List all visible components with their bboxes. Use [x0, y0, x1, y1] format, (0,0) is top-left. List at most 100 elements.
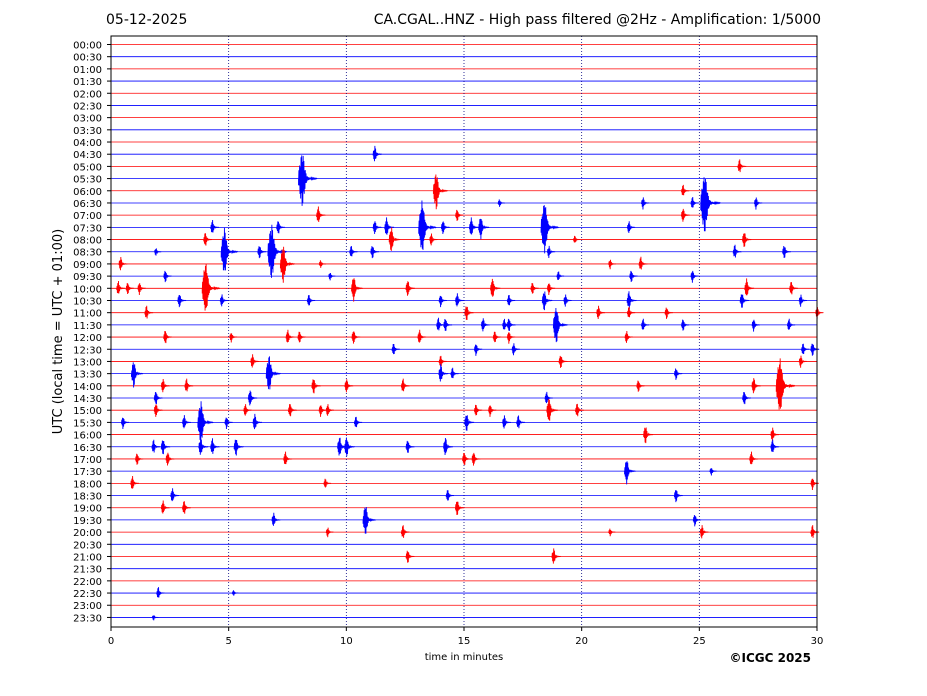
seismic-event	[163, 331, 173, 344]
seismic-event	[388, 227, 401, 251]
seismic-event	[540, 205, 559, 254]
seismic-event	[497, 199, 505, 207]
y-axis-label: UTC (local time = UTC + 01:00)	[51, 229, 66, 434]
seismic-event	[288, 404, 297, 417]
seismic-event	[432, 174, 448, 210]
seismic-event	[247, 390, 258, 406]
x-tick-label: 30	[811, 636, 824, 647]
y-tick-label: 05:00	[73, 162, 102, 173]
seismic-event	[370, 246, 380, 259]
seismic-event	[810, 478, 819, 491]
seismic-event	[626, 306, 636, 318]
seismic-event	[638, 256, 648, 270]
seismic-event	[438, 295, 448, 308]
x-tick-label: 25	[693, 636, 706, 647]
seismic-event	[297, 331, 306, 343]
y-tick-label: 16:30	[73, 443, 102, 454]
seismic-event	[405, 550, 415, 563]
y-tick-label: 07:00	[73, 211, 102, 222]
seismic-event	[154, 248, 162, 256]
seismic-event	[801, 343, 810, 355]
plot-frame	[110, 35, 818, 628]
seismic-event	[469, 217, 480, 235]
seismic-event	[160, 440, 171, 455]
y-tick-label: 12:30	[73, 345, 102, 356]
y-tick-label: 20:30	[73, 540, 102, 551]
y-tick-label: 00:00	[73, 41, 102, 52]
seismic-event	[464, 415, 475, 431]
seismic-event	[749, 451, 759, 465]
seismic-event	[481, 318, 490, 332]
seismic-event	[558, 355, 568, 368]
y-tick-label: 08:30	[73, 248, 102, 259]
seismic-event	[130, 475, 140, 489]
seismic-event	[744, 278, 755, 296]
y-tick-label: 16:00	[73, 431, 102, 442]
seismic-event	[125, 283, 135, 294]
y-tick-label: 02:00	[73, 89, 102, 100]
seismic-event	[478, 218, 490, 240]
y-tick-label: 00:30	[73, 53, 102, 64]
seismic-event	[546, 283, 556, 296]
x-tick-label: 0	[108, 636, 114, 647]
seismic-event	[250, 354, 260, 368]
seismic-event	[673, 490, 683, 503]
seismic-event	[544, 391, 553, 404]
y-tick-label: 17:30	[73, 467, 102, 478]
seismic-event	[770, 427, 780, 441]
seismic-event	[624, 461, 636, 485]
seismic-event	[492, 331, 502, 343]
seismic-event	[471, 452, 481, 466]
seismic-event	[681, 184, 690, 196]
seismic-event	[344, 379, 354, 393]
seismic-event	[596, 305, 606, 319]
seismic-event	[354, 416, 363, 428]
seismic-event	[798, 355, 808, 368]
x-tick-label: 5	[225, 636, 231, 647]
seismic-event	[810, 343, 820, 356]
seismic-event	[488, 405, 497, 417]
y-tick-label: 18:00	[73, 479, 102, 490]
seismic-event	[130, 362, 144, 388]
y-tick-label: 13:30	[73, 370, 102, 381]
seismic-event	[144, 305, 154, 319]
seismic-event	[323, 478, 332, 488]
seismic-event	[541, 291, 553, 311]
seismic-event	[474, 404, 483, 416]
y-tick-label: 23:30	[73, 613, 102, 624]
seismic-event	[443, 438, 454, 455]
copyright-credit: ©ICGC 2025	[729, 651, 811, 665]
seismic-event	[316, 206, 326, 222]
y-tick-label: 19:00	[73, 504, 102, 515]
seismic-event	[551, 548, 561, 564]
seismic-event	[440, 221, 450, 234]
seismic-event	[351, 278, 363, 302]
y-tick-label: 10:00	[73, 284, 102, 295]
seismic-event	[384, 217, 395, 235]
seismic-event	[135, 453, 144, 465]
seismic-event	[325, 527, 334, 538]
seismic-event	[391, 343, 400, 355]
seismic-event	[198, 437, 209, 455]
y-tick-label: 06:30	[73, 199, 102, 210]
y-tick-label: 08:00	[73, 236, 102, 247]
y-tick-label: 23:00	[73, 601, 102, 612]
seismic-event	[311, 379, 321, 394]
seismic-event	[608, 259, 617, 270]
seismic-event	[201, 263, 221, 311]
y-tick-label: 17:00	[73, 455, 102, 466]
seismic-event	[681, 208, 690, 222]
seismic-event	[229, 333, 238, 343]
seismic-event	[674, 368, 683, 380]
seismic-event	[636, 380, 645, 392]
seismic-event	[165, 452, 175, 466]
seismic-event	[775, 358, 796, 410]
seismic-event	[153, 392, 163, 405]
seismic-event	[233, 439, 244, 456]
seismic-event	[751, 319, 761, 332]
seismic-event	[455, 209, 464, 222]
seismic-event	[224, 417, 233, 429]
y-tick-label: 09:30	[73, 272, 102, 283]
seismic-event	[546, 399, 559, 421]
